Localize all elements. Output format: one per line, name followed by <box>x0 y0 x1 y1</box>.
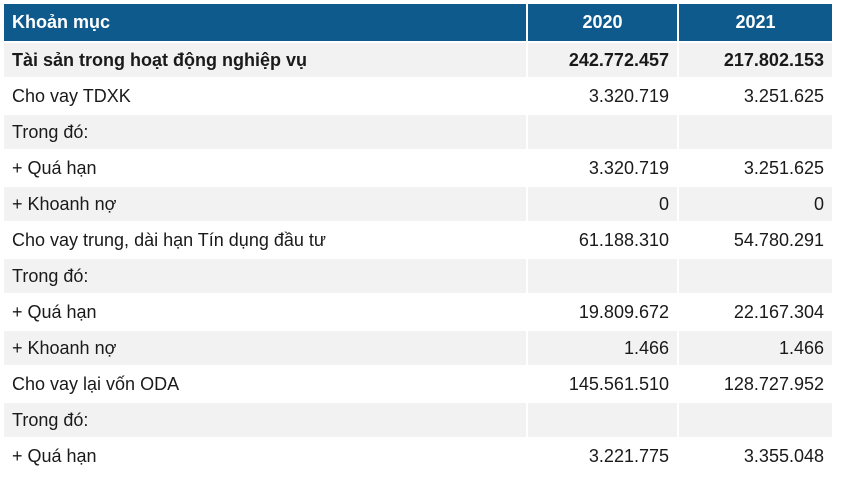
table-row: + Quá hạn 19.809.672 22.167.304 <box>4 293 832 329</box>
value-2021: 217.802.153 <box>679 41 832 77</box>
row-label: Cho vay trung, dài hạn Tín dụng đầu tư <box>4 221 528 257</box>
table-row: Tài sản trong hoạt động nghiệp vụ 242.772… <box>4 41 832 77</box>
row-label: + Khoanh nợ <box>4 329 528 365</box>
row-label: Trong đó: <box>4 257 528 293</box>
row-label: + Quá hạn <box>4 149 528 185</box>
value-2021: 0 <box>679 185 832 221</box>
value-2021: 1.466 <box>679 329 832 365</box>
value-2020: 0 <box>528 185 679 221</box>
table-row: Trong đó: <box>4 401 832 437</box>
table-row: + Quá hạn 3.320.719 3.251.625 <box>4 149 832 185</box>
row-label: Trong đó: <box>4 401 528 437</box>
value-2021 <box>679 113 832 149</box>
table-row: Trong đó: <box>4 113 832 149</box>
value-2020 <box>528 257 679 293</box>
value-2021: 128.727.952 <box>679 365 832 401</box>
financial-table: Khoản mục 2020 2021 Tài sản trong hoạt đ… <box>4 4 832 473</box>
row-label: Trong đó: <box>4 113 528 149</box>
value-2021 <box>679 401 832 437</box>
value-2021 <box>679 257 832 293</box>
table-row: + Khoanh nợ 1.466 1.466 <box>4 329 832 365</box>
value-2020 <box>528 401 679 437</box>
value-2020: 3.221.775 <box>528 437 679 473</box>
value-2021: 22.167.304 <box>679 293 832 329</box>
header-khoan-muc: Khoản mục <box>4 4 528 41</box>
value-2021: 3.355.048 <box>679 437 832 473</box>
table-header: Khoản mục 2020 2021 <box>4 4 832 41</box>
row-label: + Khoanh nợ <box>4 185 528 221</box>
value-2020: 1.466 <box>528 329 679 365</box>
table-row: Cho vay TDXK 3.320.719 3.251.625 <box>4 77 832 113</box>
value-2021: 3.251.625 <box>679 77 832 113</box>
value-2020: 242.772.457 <box>528 41 679 77</box>
value-2020: 3.320.719 <box>528 77 679 113</box>
table-row: Cho vay lại vốn ODA 145.561.510 128.727.95… <box>4 365 832 401</box>
row-label: + Quá hạn <box>4 437 528 473</box>
table-row: + Quá hạn 3.221.775 3.355.048 <box>4 437 832 473</box>
row-label: Cho vay TDXK <box>4 77 528 113</box>
header-2020: 2020 <box>528 4 679 41</box>
table-row: Trong đó: <box>4 257 832 293</box>
value-2020: 61.188.310 <box>528 221 679 257</box>
row-label: + Quá hạn <box>4 293 528 329</box>
value-2020 <box>528 113 679 149</box>
value-2020: 19.809.672 <box>528 293 679 329</box>
header-row: Khoản mục 2020 2021 <box>4 4 832 41</box>
value-2020: 145.561.510 <box>528 365 679 401</box>
value-2021: 3.251.625 <box>679 149 832 185</box>
row-label: Cho vay lại vốn ODA <box>4 365 528 401</box>
value-2020: 3.320.719 <box>528 149 679 185</box>
header-2021: 2021 <box>679 4 832 41</box>
table-body: Tài sản trong hoạt động nghiệp vụ 242.772… <box>4 41 832 473</box>
value-2021: 54.780.291 <box>679 221 832 257</box>
table-row: + Khoanh nợ 0 0 <box>4 185 832 221</box>
row-label: Tài sản trong hoạt động nghiệp vụ <box>4 41 528 77</box>
table-row: Cho vay trung, dài hạn Tín dụng đầu tư 61… <box>4 221 832 257</box>
